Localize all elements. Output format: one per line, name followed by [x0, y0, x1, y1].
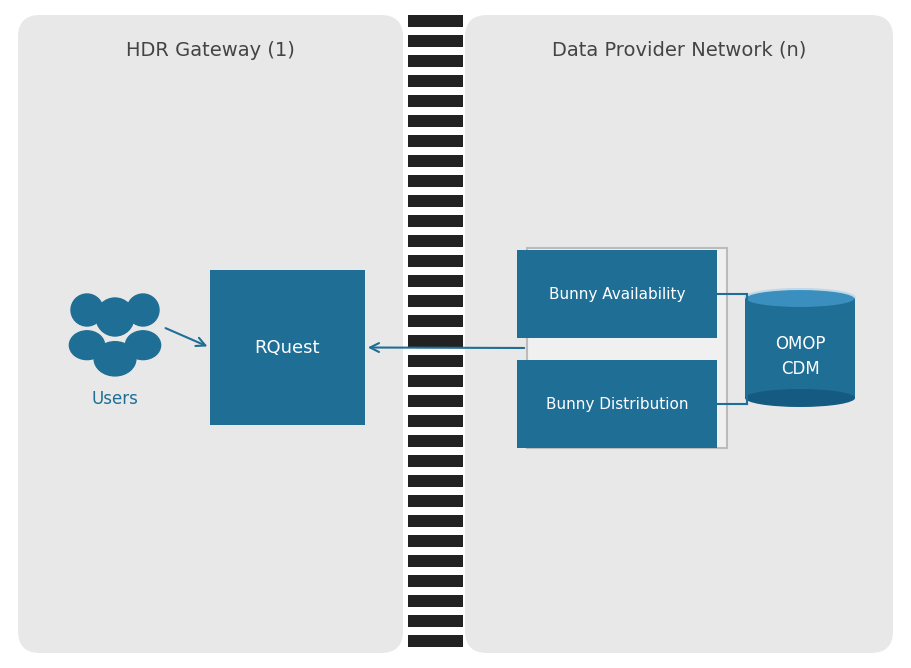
Bar: [408, 275, 463, 287]
Bar: [408, 175, 463, 187]
Bar: [408, 555, 463, 567]
Bar: [408, 455, 463, 467]
Ellipse shape: [94, 342, 136, 376]
Bar: [517, 250, 717, 338]
Bar: [408, 635, 463, 647]
Bar: [408, 215, 463, 227]
Bar: [527, 248, 727, 448]
Bar: [408, 395, 463, 407]
Bar: [408, 475, 463, 487]
FancyBboxPatch shape: [18, 15, 403, 653]
Bar: [408, 515, 463, 527]
Text: Users: Users: [92, 390, 138, 408]
FancyBboxPatch shape: [465, 15, 893, 653]
Ellipse shape: [69, 331, 105, 359]
Bar: [745, 298, 855, 398]
Bar: [408, 315, 463, 327]
Bar: [408, 195, 463, 207]
Bar: [210, 270, 365, 425]
Bar: [517, 360, 717, 448]
Bar: [408, 335, 463, 347]
Text: RQuest: RQuest: [255, 339, 321, 357]
Bar: [408, 75, 463, 87]
Bar: [408, 415, 463, 427]
Bar: [408, 575, 463, 587]
Circle shape: [71, 294, 103, 326]
Ellipse shape: [745, 389, 855, 407]
Bar: [408, 155, 463, 167]
Text: OMOP
CDM: OMOP CDM: [774, 335, 825, 377]
Text: Data Provider Network (n): Data Provider Network (n): [552, 41, 806, 59]
Bar: [408, 15, 463, 27]
Bar: [408, 595, 463, 607]
Text: Bunny Availability: Bunny Availability: [548, 287, 685, 301]
Circle shape: [127, 294, 159, 326]
Bar: [408, 295, 463, 307]
Circle shape: [96, 298, 134, 336]
Bar: [408, 95, 463, 107]
Bar: [408, 255, 463, 267]
Bar: [408, 135, 463, 147]
Bar: [408, 355, 463, 367]
Bar: [408, 235, 463, 247]
Bar: [408, 55, 463, 67]
Bar: [408, 535, 463, 547]
Text: Bunny Distribution: Bunny Distribution: [546, 397, 688, 411]
Bar: [408, 615, 463, 627]
Ellipse shape: [745, 289, 855, 307]
Bar: [408, 35, 463, 47]
Bar: [408, 435, 463, 447]
Text: HDR Gateway (1): HDR Gateway (1): [126, 41, 295, 59]
Ellipse shape: [126, 331, 160, 359]
Bar: [408, 115, 463, 127]
Bar: [408, 375, 463, 387]
Bar: [408, 495, 463, 507]
